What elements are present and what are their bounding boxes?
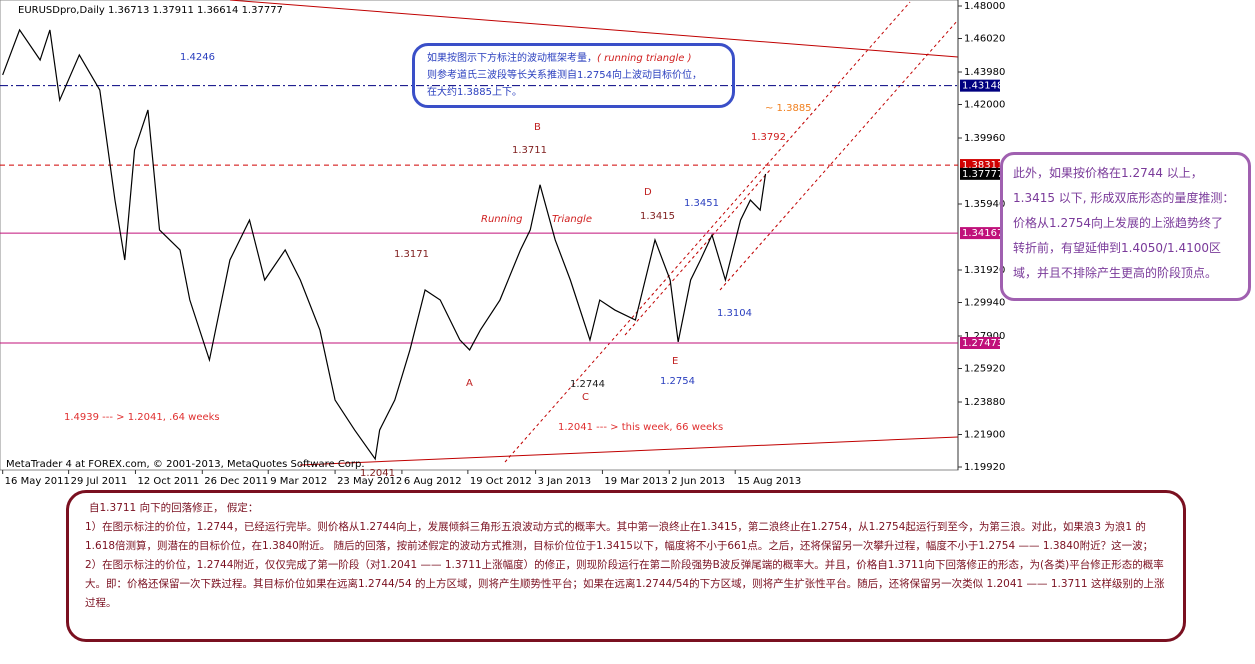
level-marker xyxy=(960,167,1000,180)
level-label: 1.38311 xyxy=(962,160,1003,171)
annotation: 1.3792 xyxy=(751,132,786,143)
x-tick-label: 12 Oct 2011 xyxy=(137,476,199,487)
annotation: 1.3104 xyxy=(717,308,752,319)
x-tick-label: 16 May 2011 xyxy=(5,476,70,487)
chart-title: EURUSDpro,Daily 1.36713 1.37911 1.36614 … xyxy=(18,5,283,16)
bottom-note: 自1.3711 向下的回落修正， 假定： 1）在图示标注的价位，1.2744，已… xyxy=(66,490,1186,642)
annotation: 1.3451 xyxy=(684,198,719,209)
annotation: Running xyxy=(481,214,522,225)
note-text: 此外，如果按价格在1.2744 以上， xyxy=(1013,166,1203,180)
plot: 1.48000 1.46020 1.43980 1.42000 1.39960 1.359… xyxy=(0,0,1005,487)
note-paragraph: 1）在图示标注的价位，1.2744，已经运行完毕。则价格从1.2744向上，发展… xyxy=(85,521,1154,552)
y-tick-label: 1.25920 xyxy=(964,363,1005,374)
x-tick-label: 3 Jan 2013 xyxy=(538,476,592,487)
note-text: 在大约1.3885上下。 xyxy=(427,87,522,98)
price-line xyxy=(2,28,767,461)
annotation: 1.3171 xyxy=(394,249,429,260)
x-tick-label: 19 Mar 2013 xyxy=(604,476,667,487)
x-tick-label: 6 Aug 2012 xyxy=(404,476,462,487)
y-tick-label: 1.21900 xyxy=(964,429,1005,440)
y-tick-label: 1.31920 xyxy=(964,265,1005,276)
level-label: 1.27473 xyxy=(962,338,1003,349)
annotation: 1.4246 xyxy=(180,52,215,63)
note-text: 域，并且不排除产生更高的阶段顶点。 xyxy=(1013,266,1218,280)
note-text: 价格从1.2754向上发展的上涨趋势终了 xyxy=(1013,216,1223,230)
y-tick-label: 1.48000 xyxy=(964,1,1005,12)
channel-line xyxy=(624,169,771,336)
level-marker xyxy=(960,227,1000,240)
level-label: 1.34167 xyxy=(962,228,1003,239)
annotation: 1.2744 xyxy=(570,379,605,390)
x-tick-label: 15 Aug 2013 xyxy=(737,476,801,487)
annotation: 1.3415 xyxy=(640,211,675,222)
y-tick-label: 1.42000 xyxy=(964,100,1005,111)
note-text: 1.3415 以下, 形成双底形态的量度推测： xyxy=(1013,191,1235,205)
x-tick-label: 19 Oct 2012 xyxy=(470,476,532,487)
annotation: Triangle xyxy=(552,214,592,225)
channel-line xyxy=(504,1,911,463)
annotation: 1.2041 --- > this week, 66 weeks xyxy=(558,422,723,433)
y-tick-label: 1.43980 xyxy=(964,67,1005,78)
y-tick-label: 1.19920 xyxy=(964,462,1005,473)
trend-line xyxy=(299,436,959,466)
annotation: B xyxy=(534,122,541,133)
x-tick-label: 9 Mar 2012 xyxy=(270,476,327,487)
level-marker xyxy=(960,336,1000,349)
level-label: 1.43148 xyxy=(962,81,1003,92)
note-title: 自1.3711 向下的回落修正， 假定： xyxy=(89,502,259,514)
x-tick-label: 29 Jul 2011 xyxy=(71,476,128,487)
annotation: 1.2754 xyxy=(660,376,695,387)
x-tick-label: 2 Jun 2013 xyxy=(671,476,725,487)
annotations: 1.4246 B 1.3711 D 1.3415 1.3451 Running … xyxy=(64,52,812,479)
trend-line xyxy=(229,0,959,58)
annotation: C xyxy=(582,392,589,403)
x-tick-label: 26 Dec 2011 xyxy=(204,476,268,487)
purple-note: 此外，如果按价格在1.2744 以上， 1.3415 以下, 形成双底形态的量度… xyxy=(1000,152,1251,301)
level-label: 1.37777 xyxy=(962,169,1003,180)
annotation: 1.2041 xyxy=(360,468,395,479)
plot-frame xyxy=(0,0,959,471)
blue-note: 如果按图示下方标注的波动框架考量，( running triangle ) 则参… xyxy=(412,43,735,108)
note-text: 转折前，有望延伸到1.4050/1.4100区 xyxy=(1013,241,1222,255)
annotation: 1.3711 xyxy=(512,145,547,156)
annotation: E xyxy=(672,356,678,367)
note-text: 则参考道氏三波段等长关系推测自1.2754向上波动目标价位， xyxy=(427,70,702,81)
y-tick-label: 1.39960 xyxy=(964,133,1005,144)
y-tick-label: 1.46020 xyxy=(964,34,1005,45)
y-tick-label: 1.27900 xyxy=(964,331,1005,342)
note-paragraph: 2）在图示标注的价位，1.2744附近，仅仅完成了第一阶段（对1.2041 ——… xyxy=(85,559,1165,609)
y-tick-label: 1.29940 xyxy=(964,297,1005,308)
chart: 1.48000 1.46020 1.43980 1.42000 1.39960 1.359… xyxy=(0,0,1005,487)
x-tick-label: 23 May 2012 xyxy=(337,476,402,487)
annotation: ~ 1.3885 xyxy=(765,103,812,114)
annotation: 1.4939 --- > 1.2041, .64 weeks xyxy=(64,412,220,423)
y-tick-label: 1.23880 xyxy=(964,397,1005,408)
annotation: A xyxy=(466,378,473,389)
annotation: D xyxy=(644,187,652,198)
level-marker xyxy=(960,79,1000,92)
footer: MetaTrader 4 at FOREX.com, © 2001-2013, … xyxy=(6,459,365,470)
note-text: ( running triangle ) xyxy=(597,53,692,64)
note-text: 如果按图示下方标注的波动框架考量， xyxy=(427,53,597,64)
y-tick-label: 1.35940 xyxy=(964,199,1005,210)
